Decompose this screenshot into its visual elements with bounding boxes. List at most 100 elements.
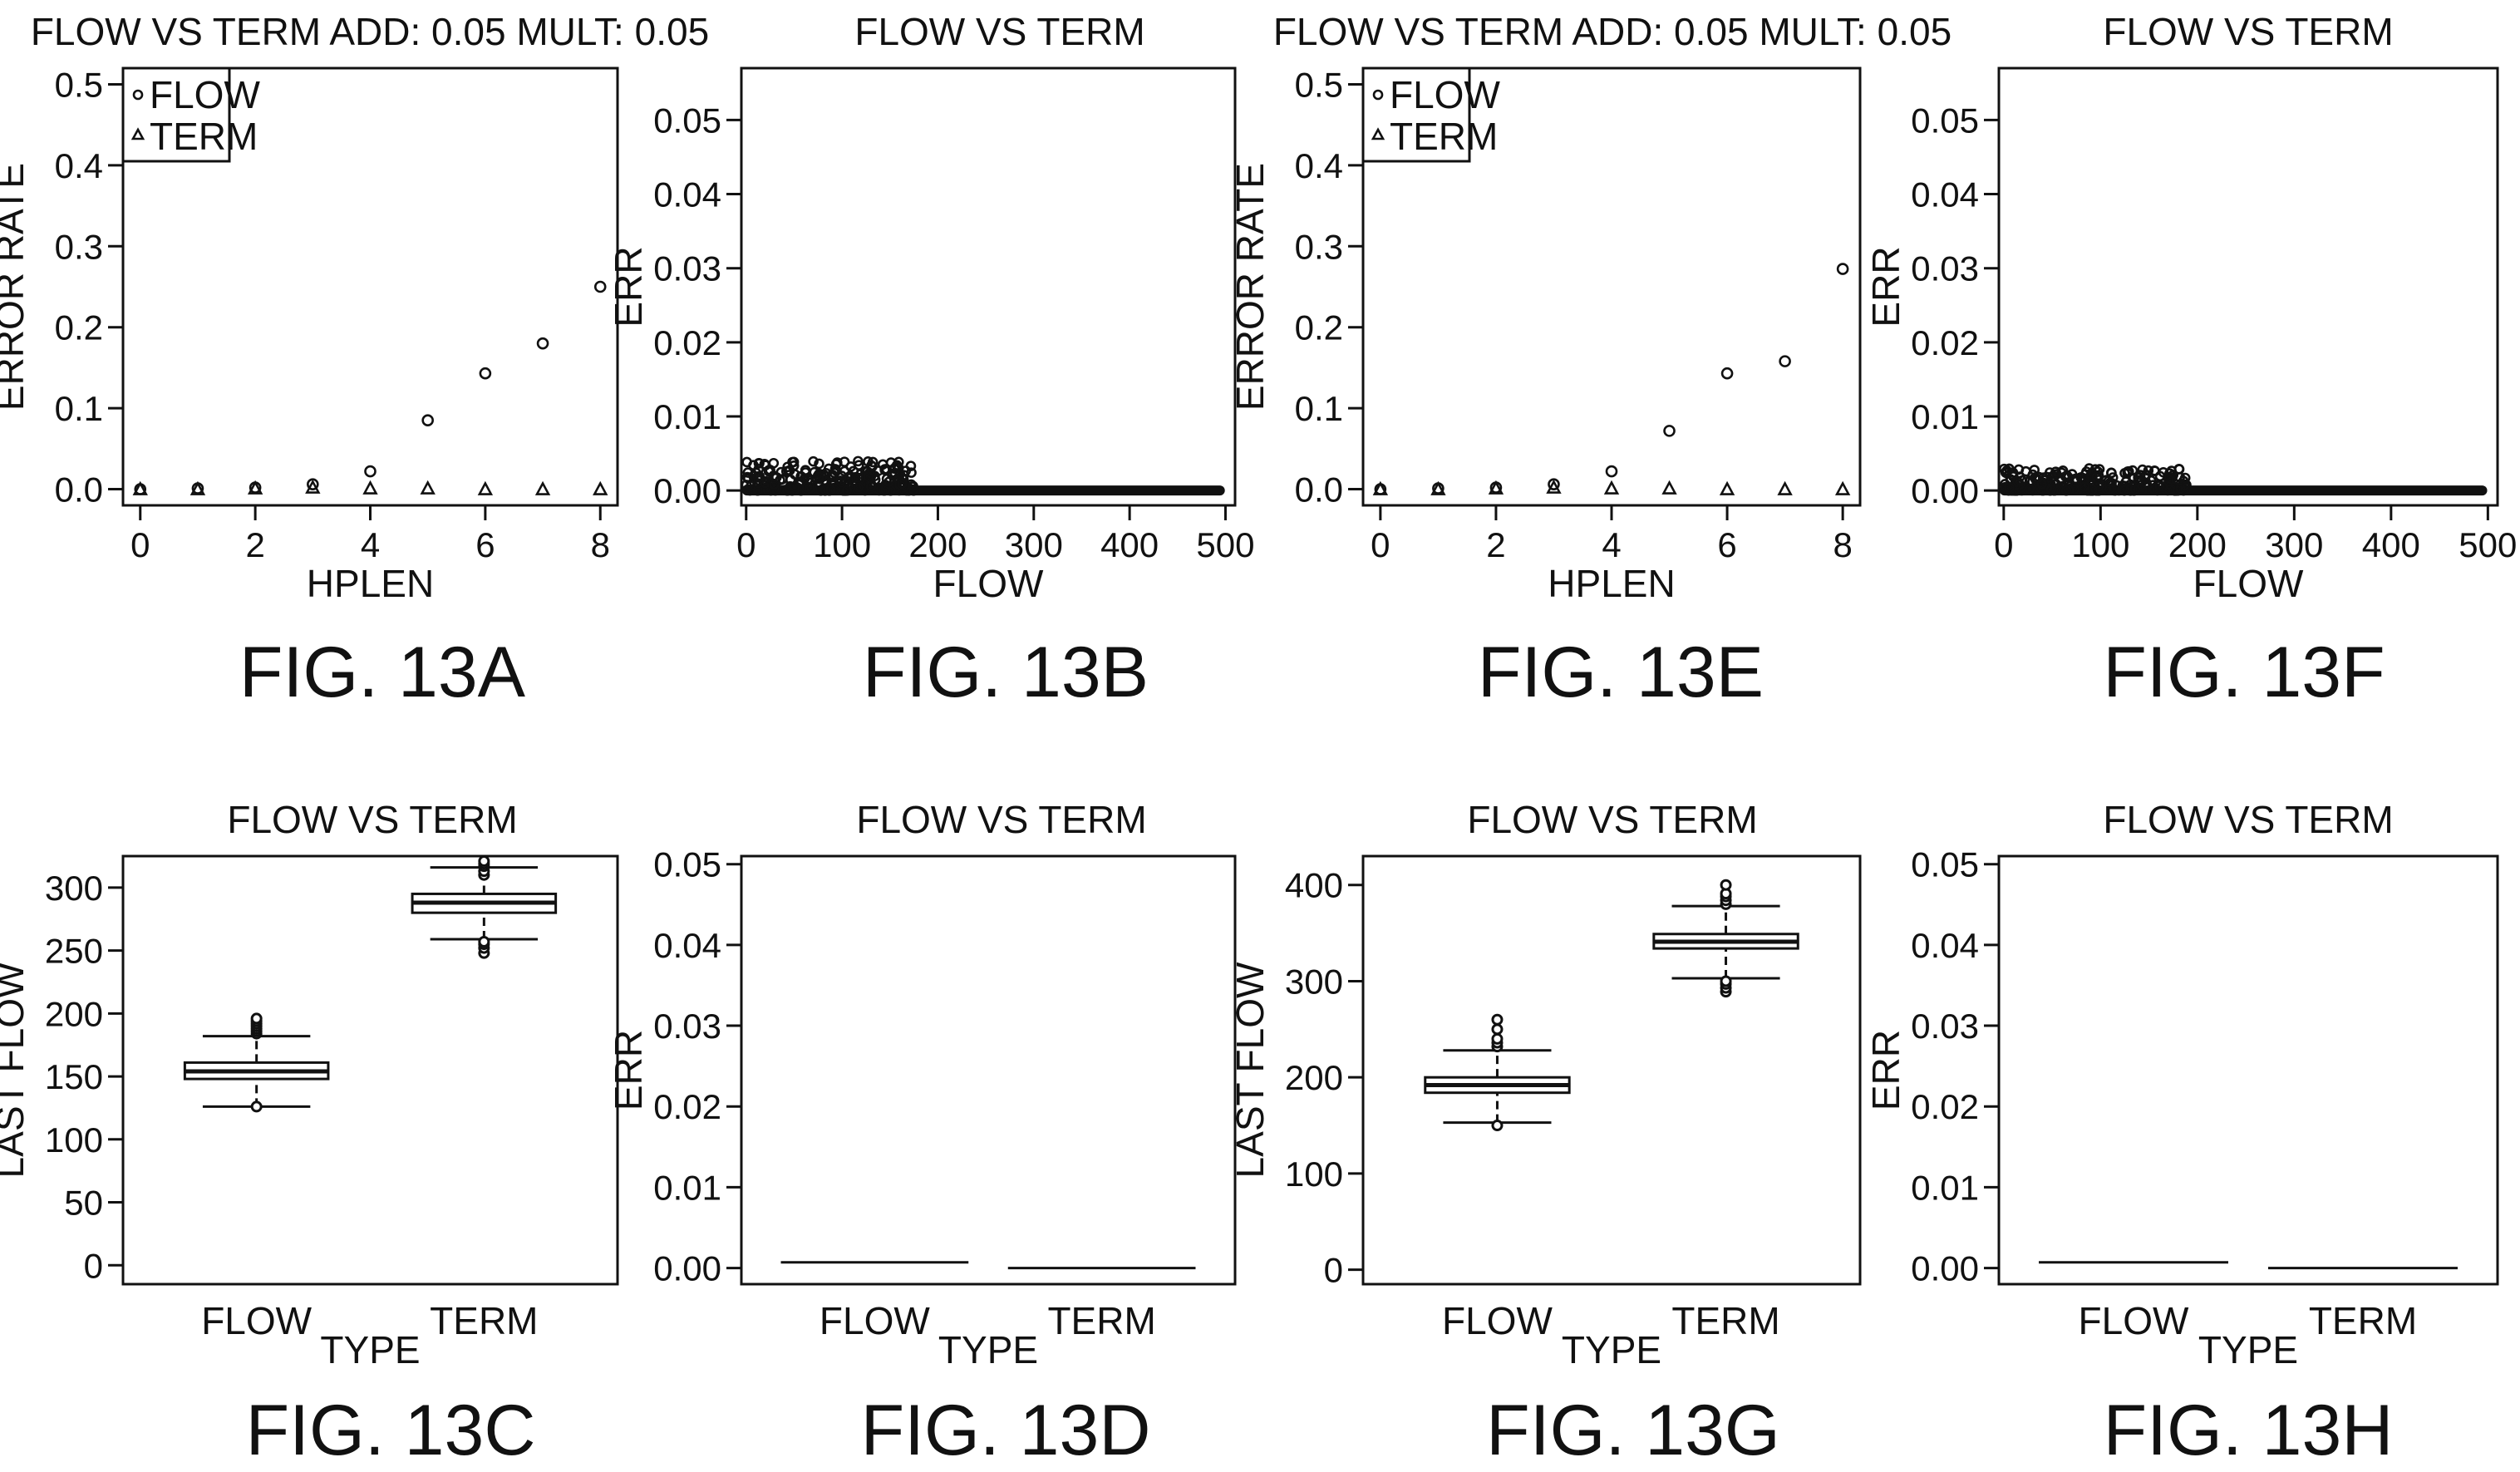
legend-term-marker xyxy=(1371,127,1386,140)
y-tick-label: 0.05 xyxy=(1911,845,1979,884)
data-point xyxy=(845,461,857,472)
y-tick-label: 0.5 xyxy=(1295,65,1343,104)
legend-term-marker xyxy=(130,127,145,140)
plot-frame xyxy=(121,854,619,1286)
x-tick-label: 8 xyxy=(591,525,610,564)
data-point xyxy=(2035,483,2047,495)
data-point xyxy=(753,475,765,486)
y-tick-label: 0.00 xyxy=(653,1249,721,1288)
data-point xyxy=(853,472,864,484)
legend-term-label: TERM xyxy=(1390,115,1498,158)
data-point xyxy=(883,476,894,487)
outlier-point xyxy=(250,1100,263,1113)
y-tick-label: 0.04 xyxy=(653,175,721,214)
data-point xyxy=(2013,464,2025,475)
data-point xyxy=(2016,482,2026,494)
data-point xyxy=(2119,485,2130,496)
x-category-label: FLOW xyxy=(2079,1299,2189,1342)
data-point xyxy=(814,471,824,483)
figure-caption: FIG. 13D xyxy=(861,1391,1151,1470)
data-point xyxy=(753,458,765,469)
y-tick-label: 0.3 xyxy=(55,227,103,266)
y-tick-label: 0.03 xyxy=(1911,249,1979,288)
data-point xyxy=(781,485,793,496)
x-tick-label: 200 xyxy=(908,525,967,564)
data-point xyxy=(908,480,918,492)
data-point xyxy=(897,478,908,490)
x-tick-label: 300 xyxy=(2265,525,2323,564)
data-point xyxy=(790,480,800,492)
panel-13d: FLOW VS TERM FIG. 13D ERR 0.00 0.01 0.02 0.03 0… xyxy=(607,798,1237,1470)
outlier-point xyxy=(1491,1120,1504,1132)
y-tick-label: 0.03 xyxy=(1911,1007,1979,1046)
y-tick-label: 0.02 xyxy=(653,323,721,362)
plot-frame xyxy=(1997,854,2499,1286)
data-point xyxy=(2079,481,2090,492)
data-point xyxy=(2091,472,2102,483)
outlier-point xyxy=(1720,975,1732,987)
y-axis-label: ERR xyxy=(607,1030,650,1110)
data-point xyxy=(863,471,874,482)
outlier-point xyxy=(250,1012,263,1025)
point-term xyxy=(1546,479,1562,494)
y-tick-label: 0 xyxy=(1324,1251,1343,1290)
data-point xyxy=(2179,472,2191,484)
figure-caption: FIG. 13B xyxy=(863,633,1149,712)
y-tick-label: 0.00 xyxy=(653,471,721,510)
x-tick-label: 0 xyxy=(736,525,756,564)
x-tick-label: 400 xyxy=(1100,525,1159,564)
point-term xyxy=(1372,480,1389,495)
x-tick-label: 100 xyxy=(2071,525,2129,564)
point-flow xyxy=(1779,355,1791,367)
x-axis-label: TYPE xyxy=(2198,1328,2298,1371)
data-point xyxy=(2004,463,2015,475)
y-axis-label: LAST FLOW xyxy=(0,962,32,1178)
plot-frame xyxy=(740,854,1237,1286)
legend-flow-label: FLOW xyxy=(1390,73,1500,116)
data-point xyxy=(853,482,864,493)
plot-frame xyxy=(1997,66,2499,507)
y-tick-label: 50 xyxy=(64,1184,103,1223)
data-point xyxy=(825,485,836,495)
figure-caption: FIG. 13H xyxy=(2104,1391,2394,1470)
y-tick-label: 0.0 xyxy=(55,470,103,510)
y-tick-label: 0.02 xyxy=(1911,1087,1979,1126)
y-tick-label: 0.04 xyxy=(653,926,721,965)
data-point xyxy=(2004,482,2015,493)
point-term xyxy=(1719,480,1735,495)
data-point xyxy=(893,456,904,468)
x-category-label: FLOW xyxy=(1442,1299,1553,1342)
data-point xyxy=(769,479,780,490)
y-tick-label: 0.05 xyxy=(1911,101,1979,140)
outlier-point xyxy=(1491,1023,1504,1036)
data-point xyxy=(2033,471,2045,483)
x-tick-label: 6 xyxy=(475,525,495,564)
y-axis-label: ERR xyxy=(607,246,650,327)
figure-caption: FIG. 13E xyxy=(1478,633,1764,712)
y-tick-label: 0.5 xyxy=(55,65,103,104)
data-point xyxy=(863,456,874,467)
y-tick-label: 0.2 xyxy=(1295,308,1343,347)
point-flow xyxy=(1720,367,1734,380)
x-category-label: TERM xyxy=(2309,1299,2417,1342)
data-point xyxy=(832,457,843,468)
point-flow xyxy=(1663,425,1676,437)
figure-caption: FIG. 13G xyxy=(1486,1391,1780,1470)
data-point xyxy=(2163,474,2174,485)
data-point xyxy=(777,474,788,485)
data-point xyxy=(2044,467,2055,478)
legend-box xyxy=(1361,66,1471,163)
x-tick-label: 200 xyxy=(2168,525,2227,564)
x-tick-label: 400 xyxy=(2362,525,2420,564)
legend-term-label: TERM xyxy=(150,115,258,158)
data-point xyxy=(2157,481,2168,492)
y-tick-label: 0.02 xyxy=(653,1087,721,1126)
data-point xyxy=(784,483,795,494)
point-flow xyxy=(421,414,434,427)
legend-flow-label: FLOW xyxy=(150,73,260,116)
y-tick-label: 0.2 xyxy=(55,308,103,347)
x-tick-label: 0 xyxy=(1994,525,2013,564)
chart-title: FLOW VS TERM xyxy=(2103,10,2393,53)
